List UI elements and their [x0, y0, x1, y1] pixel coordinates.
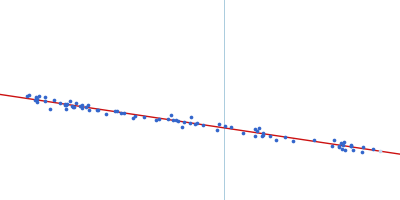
- Point: [260, 132, 266, 135]
- Point: [216, 123, 222, 126]
- Point: [153, 118, 159, 121]
- Point: [113, 110, 120, 113]
- Point: [359, 150, 366, 153]
- Point: [360, 146, 366, 149]
- Point: [94, 108, 100, 111]
- Point: [36, 95, 42, 98]
- Point: [26, 94, 32, 97]
- Point: [259, 135, 266, 138]
- Point: [70, 105, 77, 108]
- Point: [339, 147, 345, 150]
- Point: [32, 96, 39, 99]
- Point: [331, 139, 337, 142]
- Point: [170, 118, 176, 121]
- Point: [130, 116, 136, 120]
- Point: [34, 97, 41, 101]
- Point: [338, 142, 344, 145]
- Point: [336, 145, 342, 149]
- Point: [187, 121, 193, 124]
- Point: [252, 127, 258, 130]
- Point: [256, 126, 262, 129]
- Point: [57, 102, 63, 105]
- Point: [221, 124, 228, 128]
- Point: [273, 138, 280, 141]
- Point: [267, 134, 273, 138]
- Point: [70, 106, 76, 109]
- Point: [377, 149, 383, 152]
- Point: [310, 138, 317, 142]
- Point: [252, 135, 258, 138]
- Point: [118, 111, 124, 114]
- Point: [102, 112, 109, 116]
- Point: [132, 114, 138, 117]
- Point: [348, 145, 354, 148]
- Point: [194, 121, 200, 125]
- Point: [62, 108, 69, 111]
- Point: [112, 109, 118, 112]
- Point: [290, 139, 297, 143]
- Point: [73, 102, 80, 105]
- Point: [95, 109, 102, 112]
- Point: [64, 102, 70, 105]
- Point: [168, 113, 174, 117]
- Point: [348, 145, 354, 148]
- Point: [120, 112, 127, 115]
- Point: [348, 143, 355, 146]
- Point: [180, 120, 187, 124]
- Point: [342, 148, 348, 152]
- Point: [41, 100, 48, 103]
- Point: [213, 128, 220, 131]
- Point: [370, 148, 376, 151]
- Point: [82, 105, 89, 109]
- Point: [141, 115, 147, 118]
- Point: [165, 117, 172, 120]
- Point: [79, 104, 86, 107]
- Point: [349, 149, 356, 152]
- Point: [156, 117, 162, 120]
- Point: [34, 100, 40, 103]
- Point: [179, 125, 186, 128]
- Point: [62, 103, 68, 106]
- Point: [69, 105, 75, 108]
- Point: [24, 95, 30, 98]
- Point: [260, 133, 266, 137]
- Point: [42, 96, 48, 99]
- Point: [77, 104, 83, 107]
- Point: [254, 130, 261, 133]
- Point: [188, 115, 194, 118]
- Point: [200, 123, 206, 126]
- Point: [31, 98, 38, 101]
- Point: [192, 122, 198, 126]
- Point: [282, 135, 288, 138]
- Point: [32, 97, 39, 100]
- Point: [79, 106, 85, 110]
- Point: [86, 108, 92, 111]
- Point: [47, 107, 53, 110]
- Point: [66, 99, 73, 103]
- Point: [174, 120, 181, 123]
- Point: [328, 145, 335, 148]
- Point: [340, 141, 347, 144]
- Point: [84, 103, 91, 107]
- Point: [336, 144, 342, 147]
- Point: [62, 102, 68, 105]
- Point: [63, 103, 69, 106]
- Point: [172, 118, 179, 122]
- Point: [340, 143, 346, 147]
- Point: [239, 131, 246, 135]
- Point: [228, 125, 234, 128]
- Point: [50, 99, 57, 102]
